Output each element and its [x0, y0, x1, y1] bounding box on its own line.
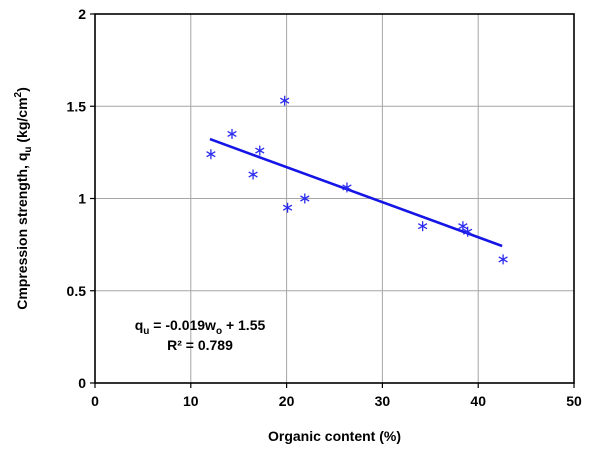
- y-tick-label: 0: [78, 375, 86, 391]
- x-axis-title: Organic content (%): [268, 428, 401, 444]
- r-squared: R² = 0.789: [167, 337, 233, 353]
- data-point-marker: [498, 254, 508, 265]
- x-tick-label: 50: [566, 393, 582, 409]
- y-axis-title: Cmpression strength, qu (kg/cm2): [13, 87, 34, 310]
- equation-q: q: [135, 317, 144, 333]
- y-axis-title-suffix: ): [14, 87, 30, 92]
- data-point-marker: [206, 149, 216, 160]
- axis-ticks: 0 10 20 30 40 50 0 0.5 1 1.5 2: [67, 6, 582, 409]
- data-point-marker: [458, 221, 468, 232]
- data-point-marker: [282, 202, 293, 213]
- grid-lines: [95, 14, 574, 383]
- y-axis-title-sup: 2: [13, 91, 24, 97]
- data-point-marker: [255, 145, 265, 156]
- data-point-marker: [248, 169, 258, 180]
- y-tick-label: 1.5: [67, 98, 87, 114]
- regression-equation: qu = -0.019wo + 1.55: [135, 317, 266, 337]
- y-tick-label: 2: [78, 6, 86, 22]
- trendline-group: [209, 137, 503, 248]
- equation-sub-u: u: [143, 326, 149, 337]
- trendline: [209, 137, 503, 248]
- data-point-marker: [280, 95, 290, 106]
- data-point-marker: [417, 221, 428, 232]
- equation-mid: = -0.019w: [149, 317, 216, 333]
- y-tick-label: 0.5: [67, 283, 87, 299]
- x-tick-label: 20: [279, 393, 295, 409]
- data-point-marker: [300, 193, 310, 204]
- y-axis-title-sub: u: [23, 147, 34, 153]
- data-point-marker: [227, 128, 237, 139]
- equation-suffix: + 1.55: [222, 317, 265, 333]
- equation-sub-o: o: [216, 326, 222, 337]
- y-axis-title-mid: (kg/cm: [14, 97, 30, 146]
- x-tick-label: 10: [183, 393, 199, 409]
- x-tick-label: 30: [375, 393, 391, 409]
- y-tick-label: 1: [78, 191, 86, 207]
- data-points: [206, 95, 508, 265]
- data-point-marker: [342, 182, 352, 193]
- data-point-marker: [462, 226, 473, 237]
- x-tick-label: 0: [91, 393, 99, 409]
- x-tick-label: 40: [470, 393, 486, 409]
- y-axis-title-prefix: Cmpression strength, q: [14, 153, 30, 310]
